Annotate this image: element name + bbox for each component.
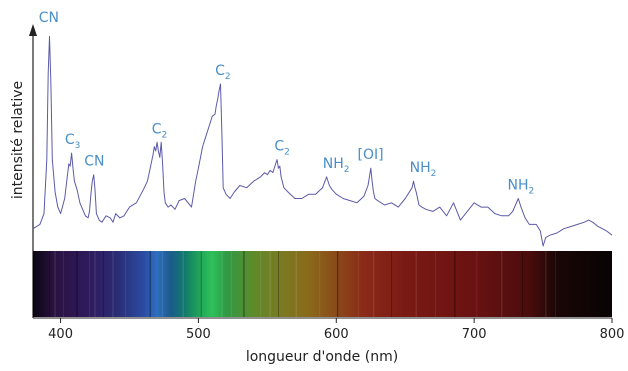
peak-annotation: NH2 — [508, 177, 535, 196]
peak-annotation: NH2 — [323, 156, 350, 175]
x-tick-label: 700 — [462, 327, 487, 342]
y-axis-arrow-icon — [29, 24, 37, 36]
x-tick-label: 800 — [600, 327, 625, 342]
spectrum-band-lines — [49, 251, 556, 317]
x-tick-label: 600 — [324, 327, 349, 342]
x-tick-label: 500 — [186, 327, 211, 342]
x-tick-marks — [60, 318, 613, 323]
peak-annotation: CN — [84, 154, 104, 170]
x-axis-title: longueur d'onde (nm) — [246, 349, 398, 365]
series-group — [32, 36, 613, 247]
x-tick-label: 400 — [48, 327, 73, 342]
spectrum-series-line — [32, 36, 613, 247]
spectrum-band-rect — [33, 251, 612, 317]
peak-annotation: C2 — [152, 121, 168, 140]
peak-annotation: C2 — [274, 139, 290, 158]
peak-annotation: NH2 — [410, 160, 437, 179]
peak-annotation: C3 — [65, 132, 81, 151]
peak-annotation: [OI] — [358, 147, 384, 163]
peak-annotation: C2 — [215, 63, 231, 82]
peak-annotation: CN — [39, 10, 59, 26]
spectrum-color-band — [33, 251, 612, 317]
x-tick-labels: 400 500 600 700 800 — [48, 327, 624, 342]
y-axis-title: intensité relative — [10, 81, 26, 199]
